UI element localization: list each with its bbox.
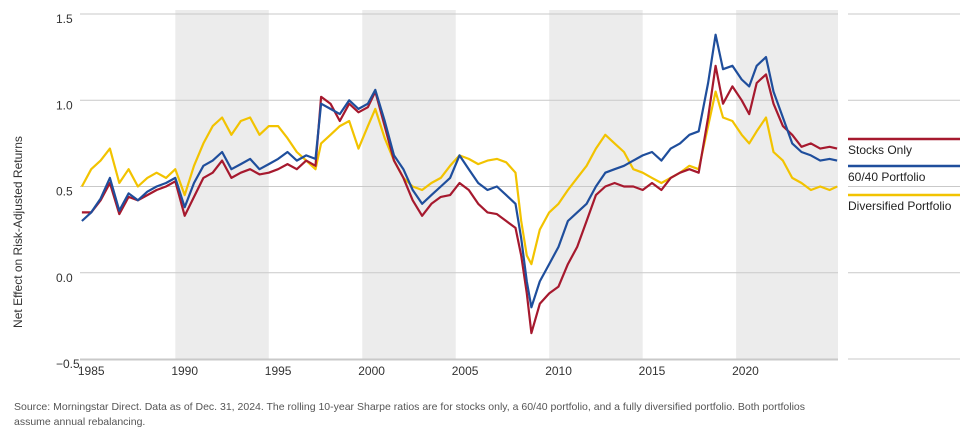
x-tick-label: 2015 bbox=[639, 364, 666, 378]
series-line-stocks-only bbox=[81, 64, 838, 335]
y-axis-label: Net Effect on Risk-Adjusted Returns bbox=[11, 136, 25, 328]
y-tick-label: −0.5 bbox=[56, 357, 80, 371]
x-tick-label: 2005 bbox=[452, 364, 479, 378]
x-axis-tick-labels: 1985 1990 1995 2000 2005 2010 2015 2020 bbox=[78, 364, 759, 378]
shaded-band-1 bbox=[362, 10, 456, 360]
shaded-band-3 bbox=[736, 10, 838, 360]
y-tick-label: 0.5 bbox=[56, 185, 73, 199]
series-line-diversified-portfolio bbox=[80, 90, 838, 266]
x-tick-label: 2010 bbox=[545, 364, 572, 378]
y-tick-label: 0.0 bbox=[56, 271, 73, 285]
legend-label: 60/40 Portfolio bbox=[848, 170, 926, 184]
source-note: Source: Morningstar Direct. Data as of D… bbox=[14, 401, 806, 428]
legend-label: Diversified Portfolio bbox=[848, 199, 952, 213]
x-tick-label: 2020 bbox=[732, 364, 759, 378]
series-lines bbox=[80, 33, 838, 335]
y-tick-label: 1.0 bbox=[56, 98, 73, 112]
x-tick-label: 1990 bbox=[171, 364, 198, 378]
shaded-band-0 bbox=[175, 10, 269, 360]
horizontal-gridlines bbox=[80, 13, 960, 361]
y-axis-tick-labels: 1.5 1.0 0.5 0.0 −0.5 bbox=[56, 12, 80, 371]
x-tick-label: 1985 bbox=[78, 364, 105, 378]
y-tick-label: 1.5 bbox=[56, 12, 73, 26]
legend-label: Stocks Only bbox=[848, 143, 912, 157]
x-tick-label: 2000 bbox=[358, 364, 385, 378]
shaded-decade-bands bbox=[175, 10, 838, 360]
legend: Stocks Only 60/40 Portfolio Diversified Po… bbox=[848, 137, 960, 213]
series-line-60-40-portfolio bbox=[81, 33, 838, 309]
x-tick-label: 1995 bbox=[265, 364, 292, 378]
sharpe-ratio-line-chart: 1.5 1.0 0.5 0.0 −0.5 1985 1990 1995 2000 2005 201… bbox=[11, 10, 960, 378]
